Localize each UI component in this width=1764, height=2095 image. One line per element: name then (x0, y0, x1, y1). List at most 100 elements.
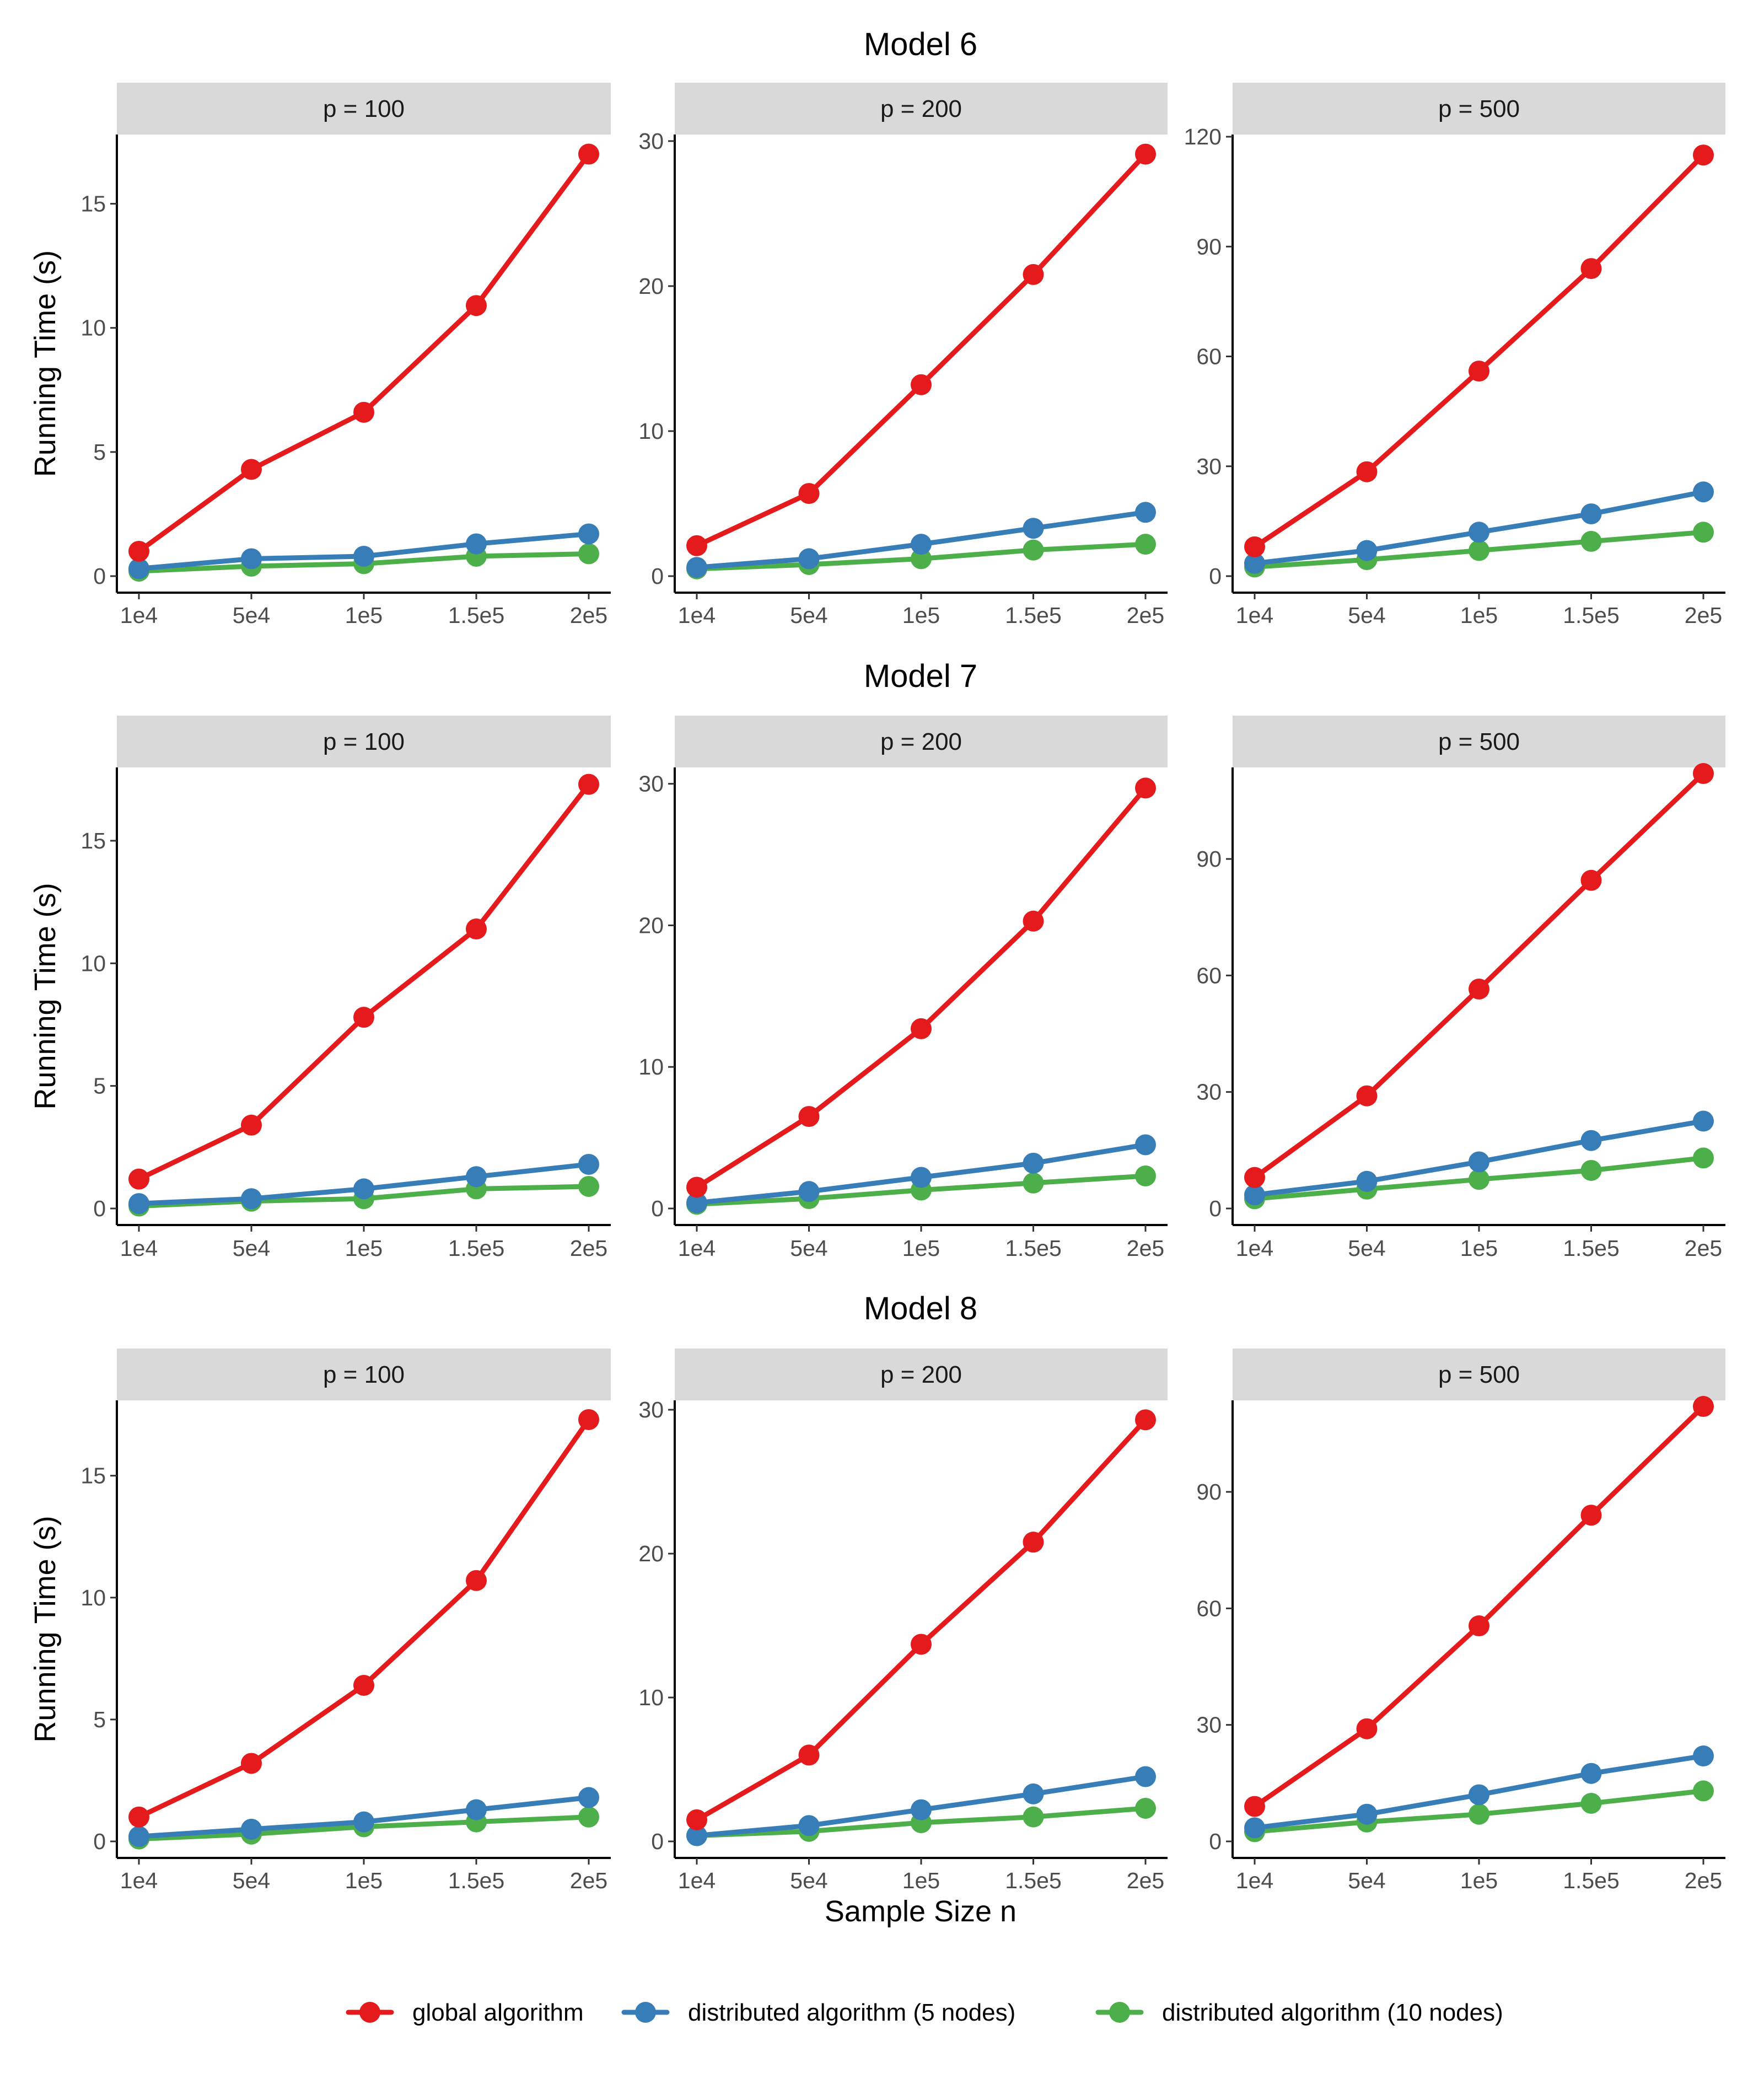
y-tick-label: 15 (80, 191, 106, 217)
x-tick-label: 1.5e5 (1005, 1235, 1062, 1261)
data-point (1023, 1806, 1044, 1828)
data-point (798, 1744, 820, 1766)
data-point (1023, 1783, 1044, 1804)
x-tick-label: 1e4 (678, 1868, 716, 1893)
data-point (1135, 1766, 1156, 1787)
x-tick-label: 2e5 (570, 1235, 607, 1261)
data-point (241, 1753, 262, 1774)
x-tick-label: 1e4 (678, 1235, 716, 1261)
data-point (1580, 1159, 1602, 1181)
data-point (241, 459, 262, 480)
x-tick-label: 1e5 (345, 603, 383, 628)
data-point (911, 548, 932, 570)
legend-swatch-point (1109, 2002, 1130, 2023)
data-point (466, 533, 487, 555)
y-tick-label: 0 (651, 563, 664, 589)
y-tick-label: 30 (1196, 1079, 1222, 1105)
y-tick-label: 0 (93, 563, 106, 589)
data-point (686, 1809, 707, 1830)
data-point (353, 1811, 374, 1833)
y-tick-label: 5 (93, 1707, 106, 1732)
x-axis-title: Sample Size n (825, 1895, 1017, 1928)
y-tick-label: 10 (80, 950, 106, 976)
x-tick-label: 1.5e5 (448, 603, 505, 628)
x-tick-label: 1e5 (345, 1868, 383, 1893)
y-tick-label: 60 (1196, 344, 1222, 369)
data-point (1023, 1532, 1044, 1553)
data-point (1693, 1745, 1714, 1767)
data-point (1356, 1718, 1378, 1739)
data-point (1693, 144, 1714, 166)
x-tick-label: 5e4 (233, 1868, 270, 1893)
data-point (1356, 1085, 1378, 1106)
data-point (798, 1106, 820, 1127)
y-tick-label: 60 (1196, 963, 1222, 988)
data-point (1580, 1130, 1602, 1151)
data-point (1693, 522, 1714, 543)
y-axis-title: Running Time (s) (29, 883, 62, 1109)
data-point (686, 557, 707, 578)
data-point (128, 1806, 149, 1828)
data-point (1356, 461, 1378, 482)
x-tick-label: 5e4 (1348, 1235, 1385, 1261)
data-point (1356, 1170, 1378, 1192)
legend-swatch-point (635, 2002, 656, 2023)
data-point (1135, 502, 1156, 523)
data-point (1244, 1167, 1265, 1188)
data-point (1469, 540, 1489, 561)
x-tick-label: 5e4 (233, 1235, 270, 1261)
y-tick-label: 30 (1196, 454, 1222, 479)
row-title-1: Model 6 (864, 26, 977, 62)
series-line (1252, 771, 1706, 1180)
x-tick-label: 1e4 (1236, 1868, 1273, 1893)
x-tick-label: 1e5 (902, 603, 940, 628)
x-tick-label: 1e5 (902, 1868, 940, 1893)
x-tick-label: 1.5e5 (1563, 1868, 1620, 1893)
y-tick-label: 30 (638, 128, 664, 154)
facet-strip (117, 716, 611, 767)
data-point (911, 374, 932, 395)
row-title-2: Model 7 (864, 658, 977, 694)
legend-label: global algorithm (412, 1999, 584, 2026)
x-tick-label: 1e4 (1236, 1235, 1273, 1261)
y-tick-label: 5 (93, 1073, 106, 1099)
data-point (798, 483, 820, 504)
y-axis-title: Running Time (s) (29, 250, 62, 477)
x-tick-label: 1.5e5 (448, 1868, 505, 1893)
facet-strip (675, 83, 1168, 135)
data-point (1693, 1780, 1714, 1802)
data-point (466, 1166, 487, 1188)
y-tick-label: 0 (651, 1829, 664, 1854)
x-tick-label: 1.5e5 (1005, 603, 1062, 628)
data-point (1580, 530, 1602, 552)
data-point (128, 558, 149, 579)
data-point (1023, 910, 1044, 932)
x-tick-label: 2e5 (570, 603, 607, 628)
data-point (798, 1181, 820, 1202)
data-point (128, 540, 149, 562)
x-tick-label: 1e5 (1460, 1235, 1498, 1261)
y-tick-label: 15 (80, 1463, 106, 1489)
x-tick-label: 2e5 (1685, 603, 1722, 628)
data-point (1469, 1151, 1489, 1173)
data-point (1244, 552, 1265, 574)
x-tick-label: 1.5e5 (1563, 1235, 1620, 1261)
facet-strip-label: p = 500 (1438, 728, 1520, 755)
panel-row2-col2: p = 200 0 10 20 30 1e4 5e4 1e5 1.5e5 2e5 (638, 716, 1168, 1261)
data-point (578, 773, 599, 795)
data-point (466, 295, 487, 316)
series-line (1252, 152, 1706, 550)
data-point (578, 1806, 599, 1828)
x-tick-label: 1e5 (1460, 1868, 1498, 1893)
x-tick-label: 2e5 (1685, 1235, 1722, 1261)
facet-strip (675, 716, 1168, 767)
data-point (1469, 1784, 1489, 1806)
data-point (1693, 1147, 1714, 1169)
data-point (578, 1153, 599, 1175)
x-tick-label: 5e4 (1348, 603, 1385, 628)
data-point (1023, 518, 1044, 539)
y-tick-label: 10 (638, 1054, 664, 1079)
y-tick-label: 90 (1196, 846, 1222, 872)
panel-row1-col3: p = 500 0 30 60 90 120 1e4 5e4 1e5 1.5e5 2e5 (1184, 83, 1725, 628)
